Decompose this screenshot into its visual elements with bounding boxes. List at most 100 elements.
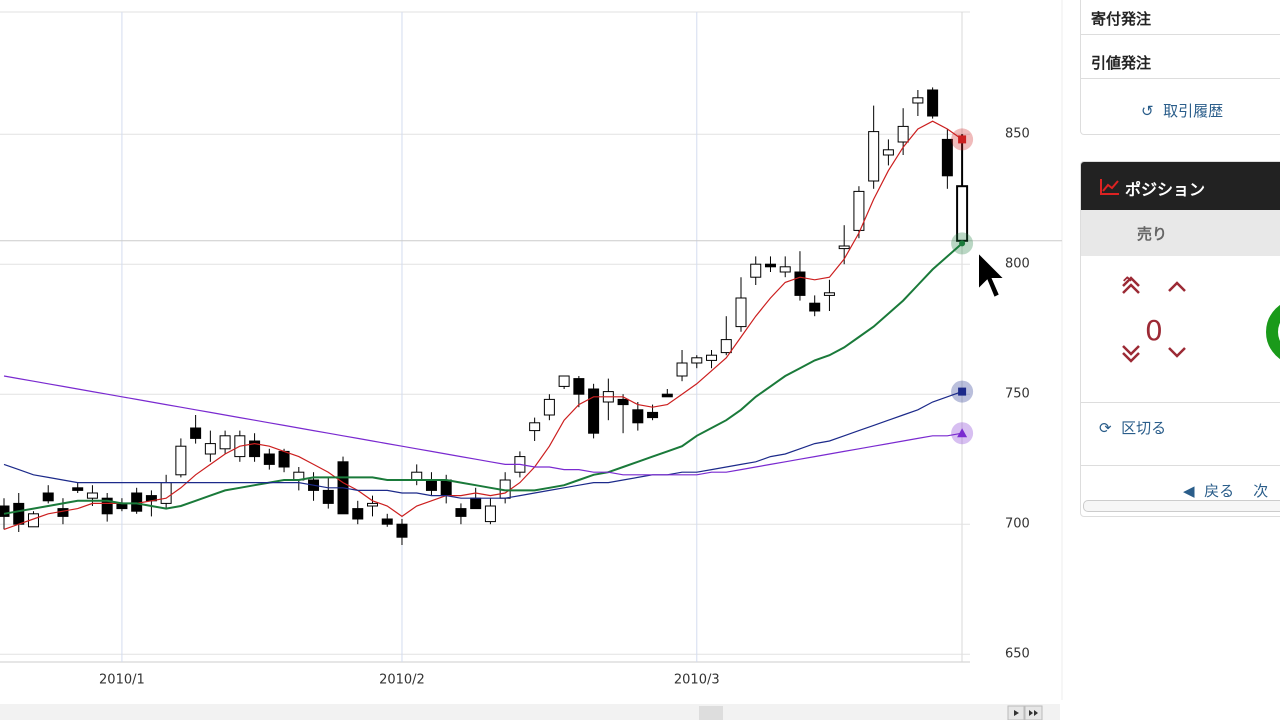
candle-body — [720, 339, 732, 354]
candle-body — [484, 505, 496, 523]
history-link[interactable]: ↺ 取引履歴 — [1141, 100, 1280, 121]
candle-body — [543, 398, 555, 416]
candle-body — [322, 489, 334, 504]
chart: 650 700 750 800 850 2010/1 2010/2 2010/3 — [0, 0, 1063, 720]
candle-body — [676, 362, 688, 377]
position-panel: ポジション 売り ⌃ 0 ⟳ 区切る ◀ 戻る 次 — [1080, 161, 1280, 517]
candle-body — [558, 375, 570, 387]
next-button[interactable]: 次 — [1253, 482, 1269, 500]
side-label: 売り — [1137, 225, 1168, 243]
candle-body — [204, 443, 216, 455]
candle-body — [396, 523, 408, 538]
candle-body — [691, 357, 703, 364]
mouse-cursor — [977, 249, 1008, 300]
candle-body — [661, 393, 673, 398]
candle-body — [86, 492, 98, 499]
candle-body — [278, 450, 290, 468]
candle-body — [764, 263, 776, 268]
candle-body — [219, 435, 231, 450]
candle-body — [249, 440, 261, 458]
scroll-end[interactable] — [1024, 705, 1043, 720]
qty-up[interactable] — [1168, 281, 1186, 292]
scroll-thumb[interactable] — [699, 706, 723, 720]
candle-body — [381, 518, 393, 525]
pager: ◀ 戻る 次 — [1183, 480, 1280, 501]
split-icon: ⟳ — [1099, 419, 1112, 437]
end-marker — [958, 387, 967, 396]
split-button[interactable]: ⟳ 区切る — [1099, 417, 1279, 438]
candle-body — [470, 497, 482, 510]
candle-body — [13, 502, 25, 525]
position-title: ポジション — [1125, 180, 1206, 199]
candle-body — [868, 131, 880, 182]
y-tick-label: 850 — [1005, 127, 1030, 142]
end-marker — [957, 428, 968, 438]
candle-body — [927, 89, 939, 117]
qty-up-fast[interactable] — [1122, 276, 1140, 294]
x-tick-label: 2010/2 — [379, 673, 425, 688]
candle-body — [912, 97, 924, 104]
candle-body — [588, 388, 600, 434]
candle-body — [823, 292, 835, 296]
order-item[interactable]: 引値発注 — [1081, 52, 1280, 79]
position-header: ポジション — [1081, 162, 1280, 210]
candle-body — [706, 354, 718, 361]
candle-body — [72, 487, 84, 491]
candle-body — [941, 138, 953, 177]
back-button[interactable]: 戻る — [1204, 482, 1235, 500]
scrollbar[interactable] — [0, 704, 1060, 720]
order-panel: 寄付発注 引値発注 ↺ 取引履歴 — [1080, 0, 1280, 135]
candle-body — [131, 492, 143, 512]
quantity: 0 — [1145, 314, 1163, 347]
candle-body — [647, 411, 659, 419]
qty-down[interactable] — [1168, 347, 1186, 358]
candle-body — [175, 445, 187, 476]
candle-body — [750, 263, 762, 278]
candle-body — [573, 378, 585, 395]
candle-body — [529, 422, 541, 432]
candle-body — [617, 398, 629, 406]
x-tick-label: 2010/3 — [674, 673, 720, 688]
candle-body — [809, 302, 821, 312]
y-tick-label: 700 — [1005, 517, 1030, 532]
candle-body — [42, 492, 54, 502]
order-item[interactable]: 寄付発注 — [1081, 8, 1280, 35]
candle-body — [853, 190, 865, 231]
candle-body — [57, 508, 69, 517]
moving-average — [3, 120, 963, 530]
history-icon: ↺ — [1141, 102, 1154, 120]
side-row: 売り — [1081, 210, 1280, 256]
candle-body — [352, 508, 364, 520]
candle-body — [0, 505, 10, 517]
candle-body — [263, 453, 275, 465]
moving-average — [3, 242, 963, 515]
y-tick-label: 800 — [1005, 257, 1030, 272]
qty-arrows — [1122, 276, 1186, 363]
candle-body — [897, 125, 909, 143]
candle-body — [735, 297, 747, 328]
candle-body — [838, 245, 850, 250]
candle-body — [794, 271, 806, 296]
y-tick-label: 650 — [1005, 647, 1030, 662]
divider — [1081, 402, 1280, 403]
end-marker — [958, 135, 967, 144]
split-text: 区切る — [1121, 419, 1167, 437]
x-tick-label: 2010/1 — [99, 673, 145, 688]
candle-body — [190, 427, 202, 439]
candle-body — [367, 502, 378, 507]
candle-body — [425, 479, 437, 491]
history-text: 取引履歴 — [1163, 102, 1224, 120]
candle-body — [160, 482, 172, 504]
candle-body — [411, 471, 423, 481]
status-ring — [1266, 305, 1280, 359]
chart-icon — [1100, 179, 1119, 195]
divider — [1081, 465, 1280, 466]
end-marker — [959, 240, 966, 247]
panel-scrollbar[interactable] — [1083, 500, 1280, 512]
scroll-arrows — [1014, 710, 1038, 716]
qty-down-fast[interactable] — [1122, 345, 1140, 363]
back-icon: ◀ — [1183, 482, 1195, 500]
candle-body — [440, 479, 452, 497]
y-tick-label: 750 — [1005, 387, 1030, 402]
